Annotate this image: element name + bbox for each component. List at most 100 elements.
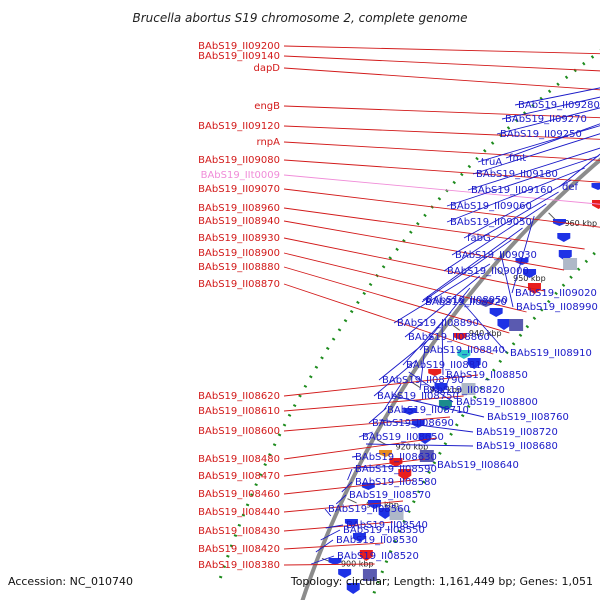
gene-label-forward[interactable]: BAbS19_II09140 <box>198 51 280 62</box>
gene-label-forward[interactable]: BAbS19_II08380 <box>198 560 280 571</box>
gene-label-forward[interactable]: BAbS19_II09200 <box>198 41 280 52</box>
leader-line <box>283 500 404 513</box>
leader-line <box>283 374 479 397</box>
gene-label-reverse[interactable]: BAbS19_II08640 <box>437 460 519 471</box>
gene-feature-glyph <box>467 358 481 369</box>
gene-label-reverse[interactable]: BAbS19_II09050 <box>450 217 532 228</box>
gene-feature-block <box>563 258 578 270</box>
gene-label-forward[interactable]: BAbS19_II08620 <box>198 391 280 402</box>
gene-feature-glyph <box>557 233 571 242</box>
tick-mark <box>496 268 505 276</box>
leader-line-layer <box>283 45 600 566</box>
gene-label-forward[interactable]: engB <box>254 101 280 112</box>
gene-label-reverse[interactable]: BAbS19_II08790 <box>382 375 464 386</box>
gene-label-reverse[interactable]: BAbS19_II09000 <box>447 266 529 277</box>
gene-label-reverse[interactable]: BAbS19_II08820 <box>423 385 505 396</box>
gene-feature-glyph <box>328 558 342 565</box>
gene-label-reverse[interactable]: BAbS19_II08760 <box>487 412 569 423</box>
gene-label-forward[interactable]: BAbS19_II08610 <box>198 406 280 417</box>
gene-label-reverse[interactable]: BAbS19_II08680 <box>476 441 558 452</box>
gene-label-forward[interactable]: BAbS19_II09080 <box>198 155 280 166</box>
leader-line <box>283 207 585 250</box>
gene-label-reverse[interactable]: BAbS19_II09180 <box>476 169 558 180</box>
gene-label-forward[interactable]: dapD <box>253 63 280 74</box>
gene-label-reverse[interactable]: BAbS19_II08690 <box>372 418 454 429</box>
gene-label-reverse[interactable]: fabG <box>467 233 491 244</box>
gene-label-reverse[interactable]: BAbS19_II08950 <box>426 295 508 306</box>
leader-line <box>463 179 572 239</box>
gene-label-forward[interactable]: BAbS19_II08870 <box>198 279 280 290</box>
gene-feature-glyph <box>434 383 448 392</box>
gene-label-reverse[interactable]: BAbS19_II08800 <box>456 397 538 408</box>
gene-feature-glyph <box>428 369 442 376</box>
leader-line <box>402 311 452 366</box>
gene-label-reverse[interactable]: BAbS19_II08850 <box>446 370 528 381</box>
gene-label-reverse[interactable]: BAbS19_II08650 <box>362 432 444 443</box>
gene-label-reverse[interactable]: BAbS19_II09160 <box>471 185 553 196</box>
gene-label-forward[interactable]: BAbS19_II08440 <box>198 507 280 518</box>
gene-label-reverse[interactable]: BAbS19_II09020 <box>515 288 597 299</box>
gene-label-reverse[interactable]: BAbS19_II08840 <box>423 345 505 356</box>
gene-label-forward[interactable]: BAbS19_II08900 <box>198 248 280 259</box>
gene-feature-glyph <box>338 569 352 578</box>
gene-label-reverse[interactable]: BAbS19_II08910 <box>510 348 592 359</box>
gene-label-forward[interactable]: BAbS19_II08880 <box>198 262 280 273</box>
leader-line <box>283 125 600 140</box>
gene-label-reverse[interactable]: BAbS19_II08530 <box>336 535 418 546</box>
gene-label-reverse[interactable]: BAbS19_II08550 <box>343 525 425 536</box>
gene-label-reverse[interactable]: BAbS19_II08890 <box>397 318 479 329</box>
gene-label-reverse[interactable]: BAbS19_II08810 <box>406 360 488 371</box>
gene-label-reverse[interactable]: BAbS19_II08560 <box>328 504 410 515</box>
gene-label-reverse[interactable]: BAbS19_II09030 <box>455 250 537 261</box>
tick-label: 960 kbp <box>564 219 597 228</box>
gene-label-reverse[interactable]: BAbS19_II08630 <box>355 452 437 463</box>
gene-label-reverse[interactable]: BAbS19_II08750 <box>377 391 459 402</box>
leader-line <box>283 237 545 292</box>
leader-line <box>496 107 600 135</box>
gene-label-reverse[interactable]: BAbS19_II08520 <box>337 551 419 562</box>
gene-label-forward[interactable]: BAbS19_II08470 <box>198 471 280 482</box>
gene-label-reverse[interactable]: BAbS19_II09250 <box>500 129 582 140</box>
gene-label-reverse[interactable]: BAbS19_II09270 <box>505 114 587 125</box>
gene-label-forward[interactable]: BAbS19_II08600 <box>198 426 280 437</box>
leader-line <box>283 220 565 271</box>
gene-label-forward[interactable]: BAbS19_IIt0009 <box>201 170 280 181</box>
gene-label-forward[interactable]: BAbS19_II09070 <box>198 184 280 195</box>
gene-label-reverse[interactable]: BAbS19_II09060 <box>450 201 532 212</box>
gene-label-reverse[interactable]: truA <box>481 157 502 168</box>
gene-label-reverse[interactable]: BAbS19_II08580 <box>355 477 437 488</box>
backbone-layer <box>218 49 600 600</box>
leader-line <box>477 125 600 163</box>
gene-label-forward[interactable]: BAbS19_II08480 <box>198 454 280 465</box>
gene-feature-glyph <box>418 433 432 444</box>
gene-label-reverse[interactable]: BAbS19_II08710 <box>387 405 469 416</box>
leader-line <box>441 323 444 376</box>
gene-label-reverse[interactable]: BAbS19_II09280 <box>518 100 600 111</box>
gene-label-forward[interactable]: BAbS19_II08460 <box>198 489 280 500</box>
gene-label-forward[interactable]: BAbS19_II08420 <box>198 544 280 555</box>
gene-label-forward[interactable]: BAbS19_II09120 <box>198 121 280 132</box>
gene-feature-block <box>362 569 377 581</box>
gene-feature-glyph <box>453 333 467 340</box>
gene-label-reverse[interactable]: BAbS19_II08540 <box>346 520 428 531</box>
gene-label-reverse[interactable]: BAbS19_II08590 <box>355 464 437 475</box>
gene-label-forward[interactable]: BAbS19_II08940 <box>198 216 280 227</box>
gene-label-forward[interactable]: BAbS19_II08960 <box>198 203 280 214</box>
gene-label-reverse[interactable]: BAbS19_II08860 <box>408 332 490 343</box>
leader-line <box>283 266 510 334</box>
leader-line <box>335 494 347 505</box>
gene-label-forward[interactable]: BAbS19_II08930 <box>198 233 280 244</box>
gene-label-reverse[interactable]: BAbS19_II08720 <box>476 427 558 438</box>
gene-label-forward[interactable]: rnpA <box>257 137 281 148</box>
gene-label-reverse[interactable]: BAbS19_II08990 <box>516 302 598 313</box>
gene-label-reverse[interactable]: fmt <box>509 153 526 164</box>
gene-label-reverse[interactable]: BAbS19_II08570 <box>349 490 431 501</box>
accession-text: Accession: NC_010740 <box>8 575 133 588</box>
gene-label-reverse[interactable]: BAbS19_II08920 <box>425 297 507 308</box>
gene-label-reverse[interactable]: def <box>562 182 579 193</box>
gene-label-forward[interactable]: BAbS19_II08430 <box>198 526 280 537</box>
leader-line <box>283 105 600 119</box>
tick-label: 910 kbp <box>366 501 399 510</box>
